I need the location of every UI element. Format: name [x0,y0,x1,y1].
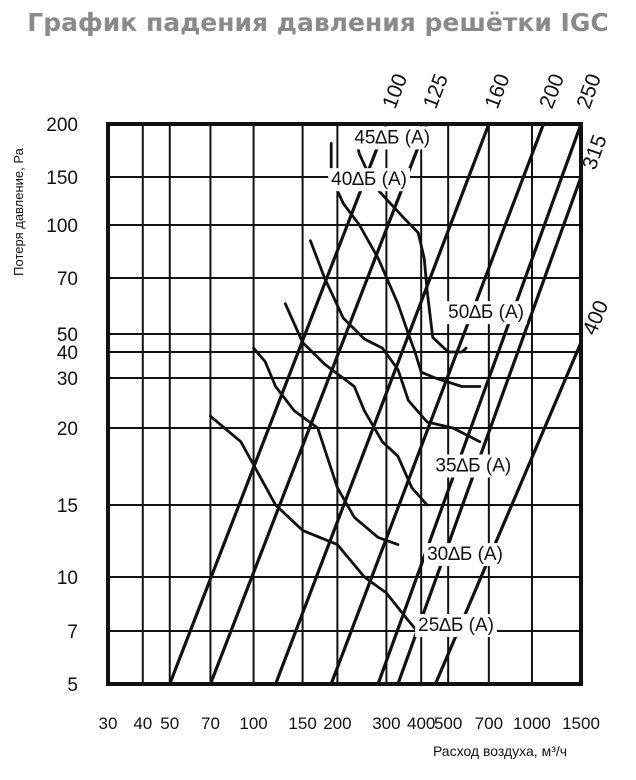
x-tick-label: 100 [239,714,267,733]
duct-size-line [208,124,429,684]
y-axis-label: Потеря давление, Ра [11,147,26,275]
y-tick-label: 50 [57,325,78,346]
noise-level-label: 45∆Б (А) [354,127,430,148]
x-axis-label: Расход воздуха, м³/ч [433,743,567,759]
x-tick-label: 30 [99,714,118,733]
y-tick-label: 70 [57,269,78,290]
noise-label-background [351,126,434,150]
vertical-grid [141,124,533,684]
duct-size-label: 200 [535,71,569,112]
noise-curve [252,346,400,546]
noise-level-label: 35∆Б (А) [435,455,511,476]
y-tick-label: 15 [57,496,78,517]
duct-size-label: 400 [578,297,613,338]
y-tick-label: 7 [67,622,78,643]
noise-label-background [445,301,528,325]
y-tick-label: 100 [46,216,78,237]
duct-size-label: 125 [419,71,453,112]
x-tick-label: 200 [323,714,351,733]
noise-level-label: 30∆Б (А) [427,544,503,565]
noise-label-background [415,614,497,637]
y-tick-label: 40 [57,343,78,364]
x-tick-label: 700 [475,714,503,733]
x-tick-label: 1000 [513,714,551,733]
duct-size-labels: 100 125 160 200 250 315 400 [378,71,613,339]
x-tick-label: 150 [288,714,316,733]
duct-size-label: 160 [481,71,515,112]
x-tick-label: 300 [372,714,400,733]
duct-size-line [168,124,388,684]
duct-size-label: 315 [578,132,612,173]
noise-level-label: 50∆Б (А) [448,302,524,323]
noise-level-curves [209,132,482,637]
x-tick-label: 50 [160,714,179,733]
x-tick-label: 40 [133,714,152,733]
noise-label-background [424,543,506,567]
page-title: График падения давления решётки IGC [27,8,609,37]
y-tick-label: 30 [57,369,78,390]
y-tick-label: 10 [57,568,78,589]
noise-curve [309,239,482,444]
noise-curve [209,414,423,637]
x-tick-label: 70 [201,714,220,733]
y-tick-label: 200 [46,115,78,136]
x-tick-label: 400 [407,714,435,733]
duct-size-label: 250 [572,71,606,112]
noise-curve [329,142,482,388]
y-tick-label: 20 [57,419,78,440]
noise-level-labels: 45∆Б (А) 40∆Б (А) 50∆Б (А) 35∆Б (А) 30∆Б (А)… [328,126,528,637]
noise-label-background [328,168,411,192]
duct-size-line [376,124,581,684]
x-tick-label: 500 [434,714,462,733]
duct-size-line [396,176,581,684]
x-tick-label: 1500 [562,714,600,733]
y-tick-label: 5 [67,675,78,696]
noise-curve [283,302,429,507]
duct-size-lines [168,124,581,684]
noise-level-label: 40∆Б (А) [331,169,407,190]
plot-frame [106,122,583,686]
duct-size-line [274,124,491,684]
y-tick-label: 150 [46,168,78,189]
noise-level-label: 25∆Б (А) [418,615,494,636]
duct-size-line [329,124,545,684]
duct-size-label: 100 [378,71,412,112]
noise-label-background [432,454,515,478]
horizontal-grid [108,176,581,632]
